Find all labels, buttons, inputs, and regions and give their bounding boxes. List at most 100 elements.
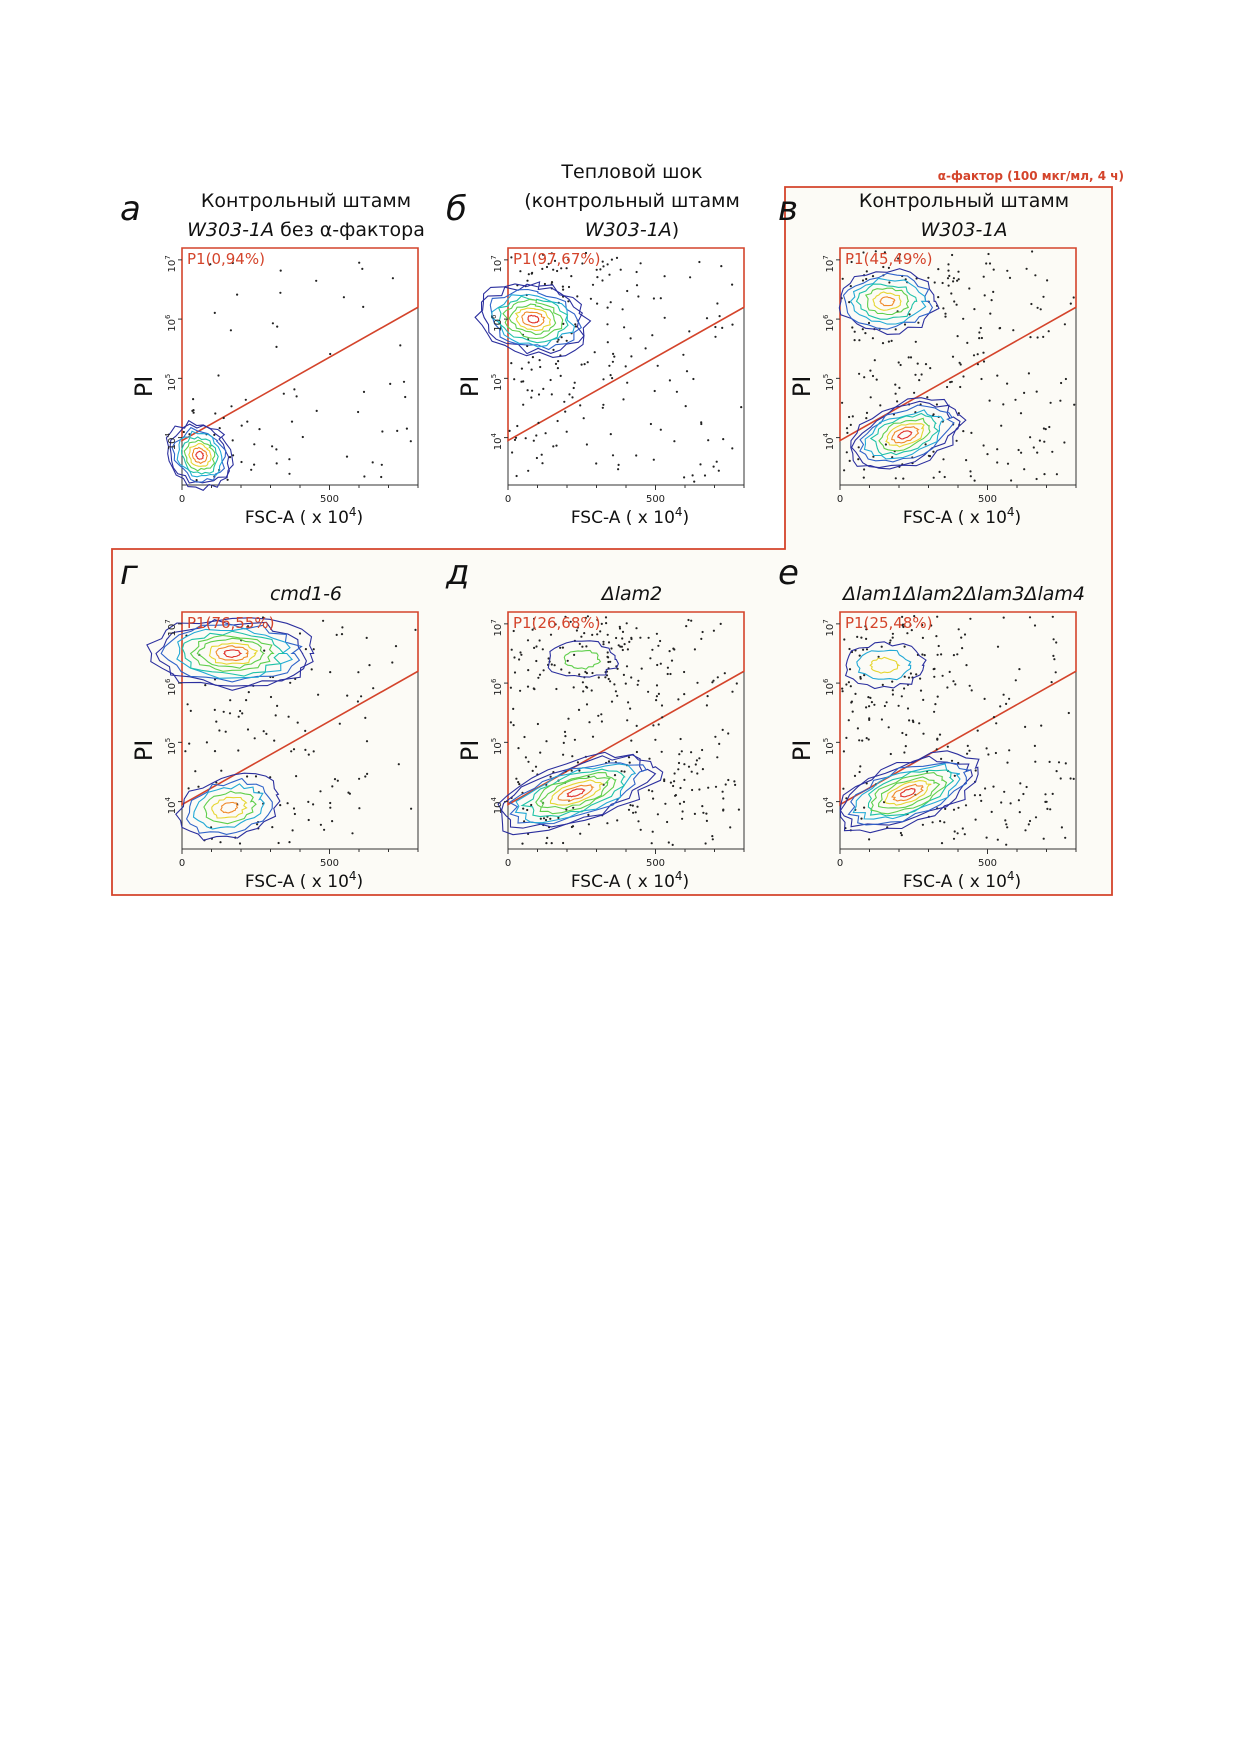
event-dot <box>659 297 662 300</box>
y-tick-label: 105 <box>164 738 178 755</box>
event-dot <box>569 620 572 623</box>
x-tick-label: 0 <box>179 858 185 869</box>
contour-level <box>566 788 586 798</box>
event-dot <box>626 289 629 293</box>
event-dot <box>996 448 999 451</box>
event-dot <box>222 710 225 713</box>
event-dot <box>1042 427 1045 430</box>
event-dot <box>853 339 856 342</box>
event-dot <box>651 334 654 337</box>
event-dot <box>1023 468 1026 471</box>
event-dot <box>985 836 988 839</box>
event-dot <box>189 709 192 713</box>
event-dot <box>1064 836 1067 839</box>
event-dot <box>868 838 871 841</box>
event-dot <box>867 738 870 741</box>
event-dot <box>727 732 730 735</box>
event-dot <box>601 406 604 409</box>
event-dot <box>848 415 851 419</box>
event-dot <box>531 628 534 631</box>
event-dot <box>706 695 709 698</box>
contour-level <box>859 404 955 463</box>
event-dot <box>231 261 234 265</box>
event-dot <box>933 710 936 713</box>
event-dot <box>853 774 857 778</box>
event-dot <box>974 769 977 772</box>
event-dot <box>659 639 662 643</box>
event-dot <box>596 633 599 636</box>
event-dot <box>241 712 244 715</box>
event-dot <box>557 816 560 820</box>
event-dot <box>346 694 349 697</box>
event-dot <box>607 656 610 659</box>
event-dot <box>707 786 710 789</box>
event-dot <box>391 277 394 280</box>
event-dot <box>542 253 545 256</box>
contour-level <box>535 772 617 815</box>
event-dot <box>228 712 232 715</box>
event-dot <box>621 637 624 640</box>
y-axis-label: PI <box>788 376 816 398</box>
event-dot <box>254 775 258 778</box>
event-dot <box>663 275 666 278</box>
y-tick-label: 105 <box>490 374 504 391</box>
contour-level <box>196 637 266 669</box>
event-dot <box>863 674 866 677</box>
event-dot <box>957 270 960 273</box>
event-dot <box>304 748 307 752</box>
event-dot <box>898 386 901 389</box>
event-dot <box>651 648 654 651</box>
event-dot <box>737 808 741 811</box>
event-dot <box>205 741 208 744</box>
event-dot <box>342 296 345 299</box>
event-dot <box>849 285 852 288</box>
event-dot <box>865 628 868 631</box>
event-dot <box>1059 777 1062 780</box>
contour-level <box>539 775 611 810</box>
event-dot <box>319 790 322 793</box>
event-dot <box>276 704 279 708</box>
event-dot <box>640 667 643 670</box>
event-dot <box>596 618 599 622</box>
event-dot <box>557 338 560 341</box>
contour-level <box>146 617 315 691</box>
event-dot <box>244 398 247 401</box>
contour-level <box>181 436 219 475</box>
event-dot <box>220 769 223 772</box>
event-dot <box>1049 808 1052 811</box>
event-dot <box>953 830 956 833</box>
event-dot <box>901 731 904 735</box>
event-dot <box>581 262 584 265</box>
event-dot <box>567 717 570 720</box>
event-dot <box>994 751 998 755</box>
event-dot <box>966 341 969 344</box>
event-dot <box>978 337 981 340</box>
event-dot <box>979 794 982 797</box>
event-dot <box>601 260 604 263</box>
event-dot <box>1029 336 1032 339</box>
event-dot <box>887 340 891 343</box>
event-dot <box>1069 777 1072 780</box>
event-dot <box>913 391 916 394</box>
event-dot <box>626 381 629 384</box>
event-dot <box>888 641 891 644</box>
event-dot <box>552 268 555 271</box>
event-dot <box>348 792 351 795</box>
event-dot <box>289 681 292 684</box>
event-dot <box>232 454 235 457</box>
event-dot <box>677 761 681 765</box>
event-dot <box>679 786 682 790</box>
event-dot <box>719 622 722 626</box>
event-dot <box>922 698 925 702</box>
event-dot <box>537 393 541 396</box>
event-dot <box>616 819 619 822</box>
event-dot <box>711 681 714 684</box>
event-dot <box>932 450 935 453</box>
event-dot <box>648 757 651 760</box>
event-dot <box>1035 390 1038 393</box>
event-dot <box>583 632 586 635</box>
event-dot <box>863 806 866 809</box>
event-dot <box>902 477 905 480</box>
event-dot <box>988 262 992 265</box>
